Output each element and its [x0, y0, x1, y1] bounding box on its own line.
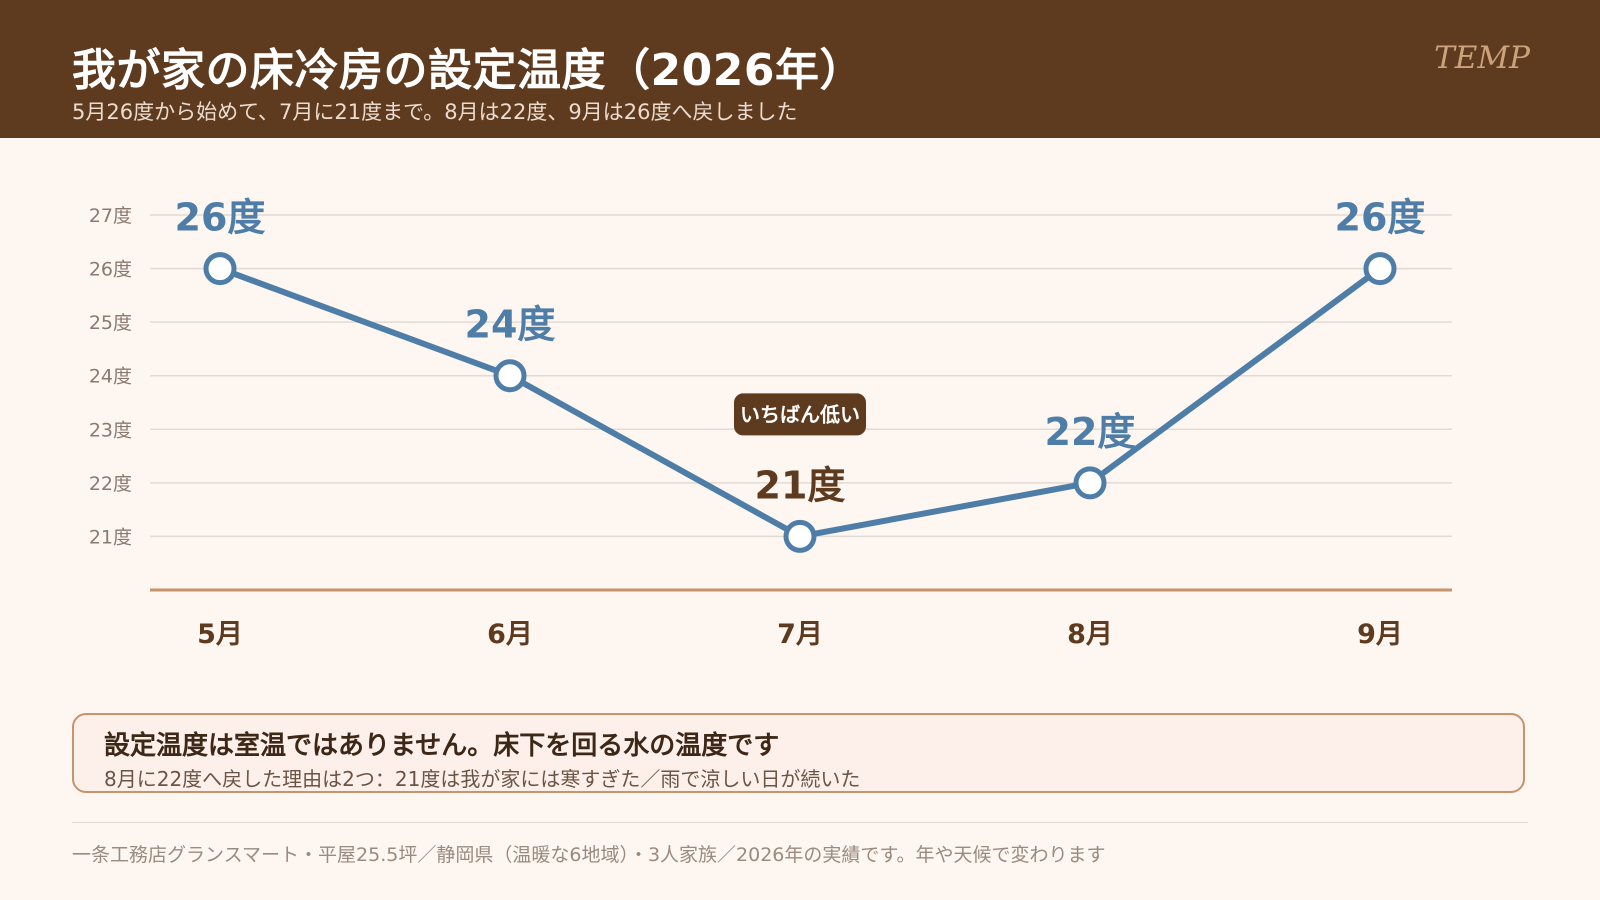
data-label: 21度 [755, 463, 846, 507]
x-tick-label: 5月 [197, 619, 243, 650]
data-point [783, 519, 817, 553]
x-tick-label: 8月 [1067, 619, 1113, 650]
note-body: 8月に22度へ戻した理由は2つ：21度は我が家には寒すぎた／雨で涼しい日が続いた [104, 767, 861, 791]
data-label: 26度 [175, 196, 266, 240]
page-title: 我が家の床冷房の設定温度（2026年） [72, 45, 864, 96]
brand-mark: TEMP [1434, 40, 1530, 76]
data-label: 26度 [1335, 196, 1426, 240]
footer-divider [72, 822, 1528, 823]
y-tick-label: 26度 [89, 259, 132, 281]
data-point [1363, 252, 1397, 286]
data-point [493, 359, 527, 393]
annotation-badge-bg [734, 393, 866, 436]
data-point [1073, 466, 1107, 500]
y-tick-label: 24度 [89, 366, 132, 388]
footer-note: 一条工務店グランスマート・平屋25.5坪／静岡県（温暖な6地域）・3人家族／20… [72, 844, 1106, 866]
header-bar: 我が家の床冷房の設定温度（2026年） 5月26度から始めて、7月に21度まで。… [0, 0, 1600, 138]
y-tick-label: 22度 [89, 473, 132, 495]
x-tick-label: 7月 [777, 619, 823, 650]
y-tick-label: 23度 [89, 419, 132, 441]
y-tick-label: 27度 [89, 205, 132, 227]
annotation-badge-text: いちばん低い [740, 402, 860, 426]
x-tick-label: 6月 [487, 619, 533, 650]
data-label: 22度 [1045, 410, 1136, 454]
y-tick-label: 25度 [89, 312, 132, 334]
y-axis-ticks: 21度 22度 23度 24度 25度 26度 27度 [89, 205, 132, 548]
data-labels: 26度 24度 21度 22度 26度 [175, 196, 1426, 508]
x-tick-label: 9月 [1357, 619, 1403, 650]
data-label: 24度 [465, 303, 556, 347]
note-title: 設定温度は室温ではありません。床下を回る水の温度です [104, 731, 780, 761]
explanation-box: 設定温度は室温ではありません。床下を回る水の温度です 8月に22度へ戻した理由は… [72, 713, 1525, 793]
annotation-badge: いちばん低い [734, 393, 866, 436]
x-axis-labels: 5月 6月 7月 8月 9月 [197, 619, 1403, 650]
data-points [203, 252, 1397, 553]
data-point [203, 252, 237, 286]
y-tick-label: 21度 [89, 526, 132, 548]
page-subtitle: 5月26度から始めて、7月に21度まで。8月は22度、9月は26度へ戻しました [72, 100, 798, 124]
